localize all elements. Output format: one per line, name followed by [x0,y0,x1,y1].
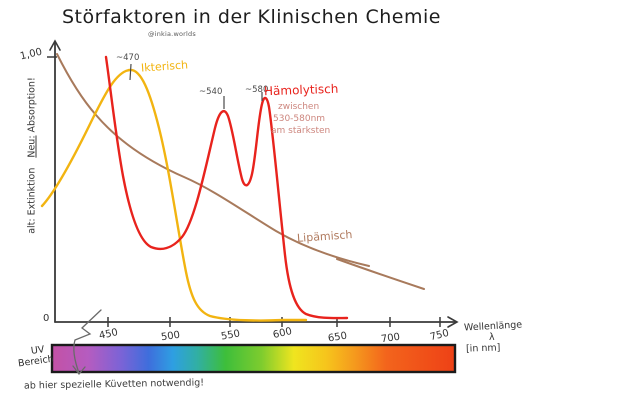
footer-note-arrowhead-icon [72,365,86,376]
peak-marker-dashes [129,63,263,109]
hemolytic-note-line2: 530-580nm [273,114,326,124]
x-tick-marks [107,317,441,327]
y-axis-title: alt: Extinktion Neu: Absorption! [27,74,38,238]
icteric-curve [40,68,308,322]
footer-note-arrow [73,309,102,374]
y-axis-zero-label: 0 [43,313,50,324]
y-axis-title-new: Absorption! [26,77,38,133]
icteric-peak-value: ~470 [116,53,140,63]
lipemic-curve [56,53,370,267]
x-axis-title-unit: [in nm] [465,342,501,355]
page-title: Störfaktoren in der Klinischen Chemie [62,6,441,28]
visible-spectrum-bar [50,343,457,374]
y-axis-title-old: alt: Extinktion [26,167,38,234]
lipemic-curve-end-stroke [336,258,425,290]
y-axis-title-new-prefix: Neu: [26,135,38,158]
y-axis-arrowhead-icon [49,39,61,51]
hemolytic-note-line1: zwischen [278,102,320,112]
hemolytic-peak1-value: ~540 [199,87,223,97]
hemolytic-peak2-value: ~580 [245,85,269,95]
author-handle: @inkia.worlds [148,30,196,38]
x-axis-title-lambda: λ [489,332,495,343]
hemolytic-curve [104,55,349,320]
x-axis-arrowhead-icon [447,316,459,328]
hemolytic-label: Hämolytisch [263,81,339,99]
hemolytic-note-line3: am stärksten [271,126,331,136]
